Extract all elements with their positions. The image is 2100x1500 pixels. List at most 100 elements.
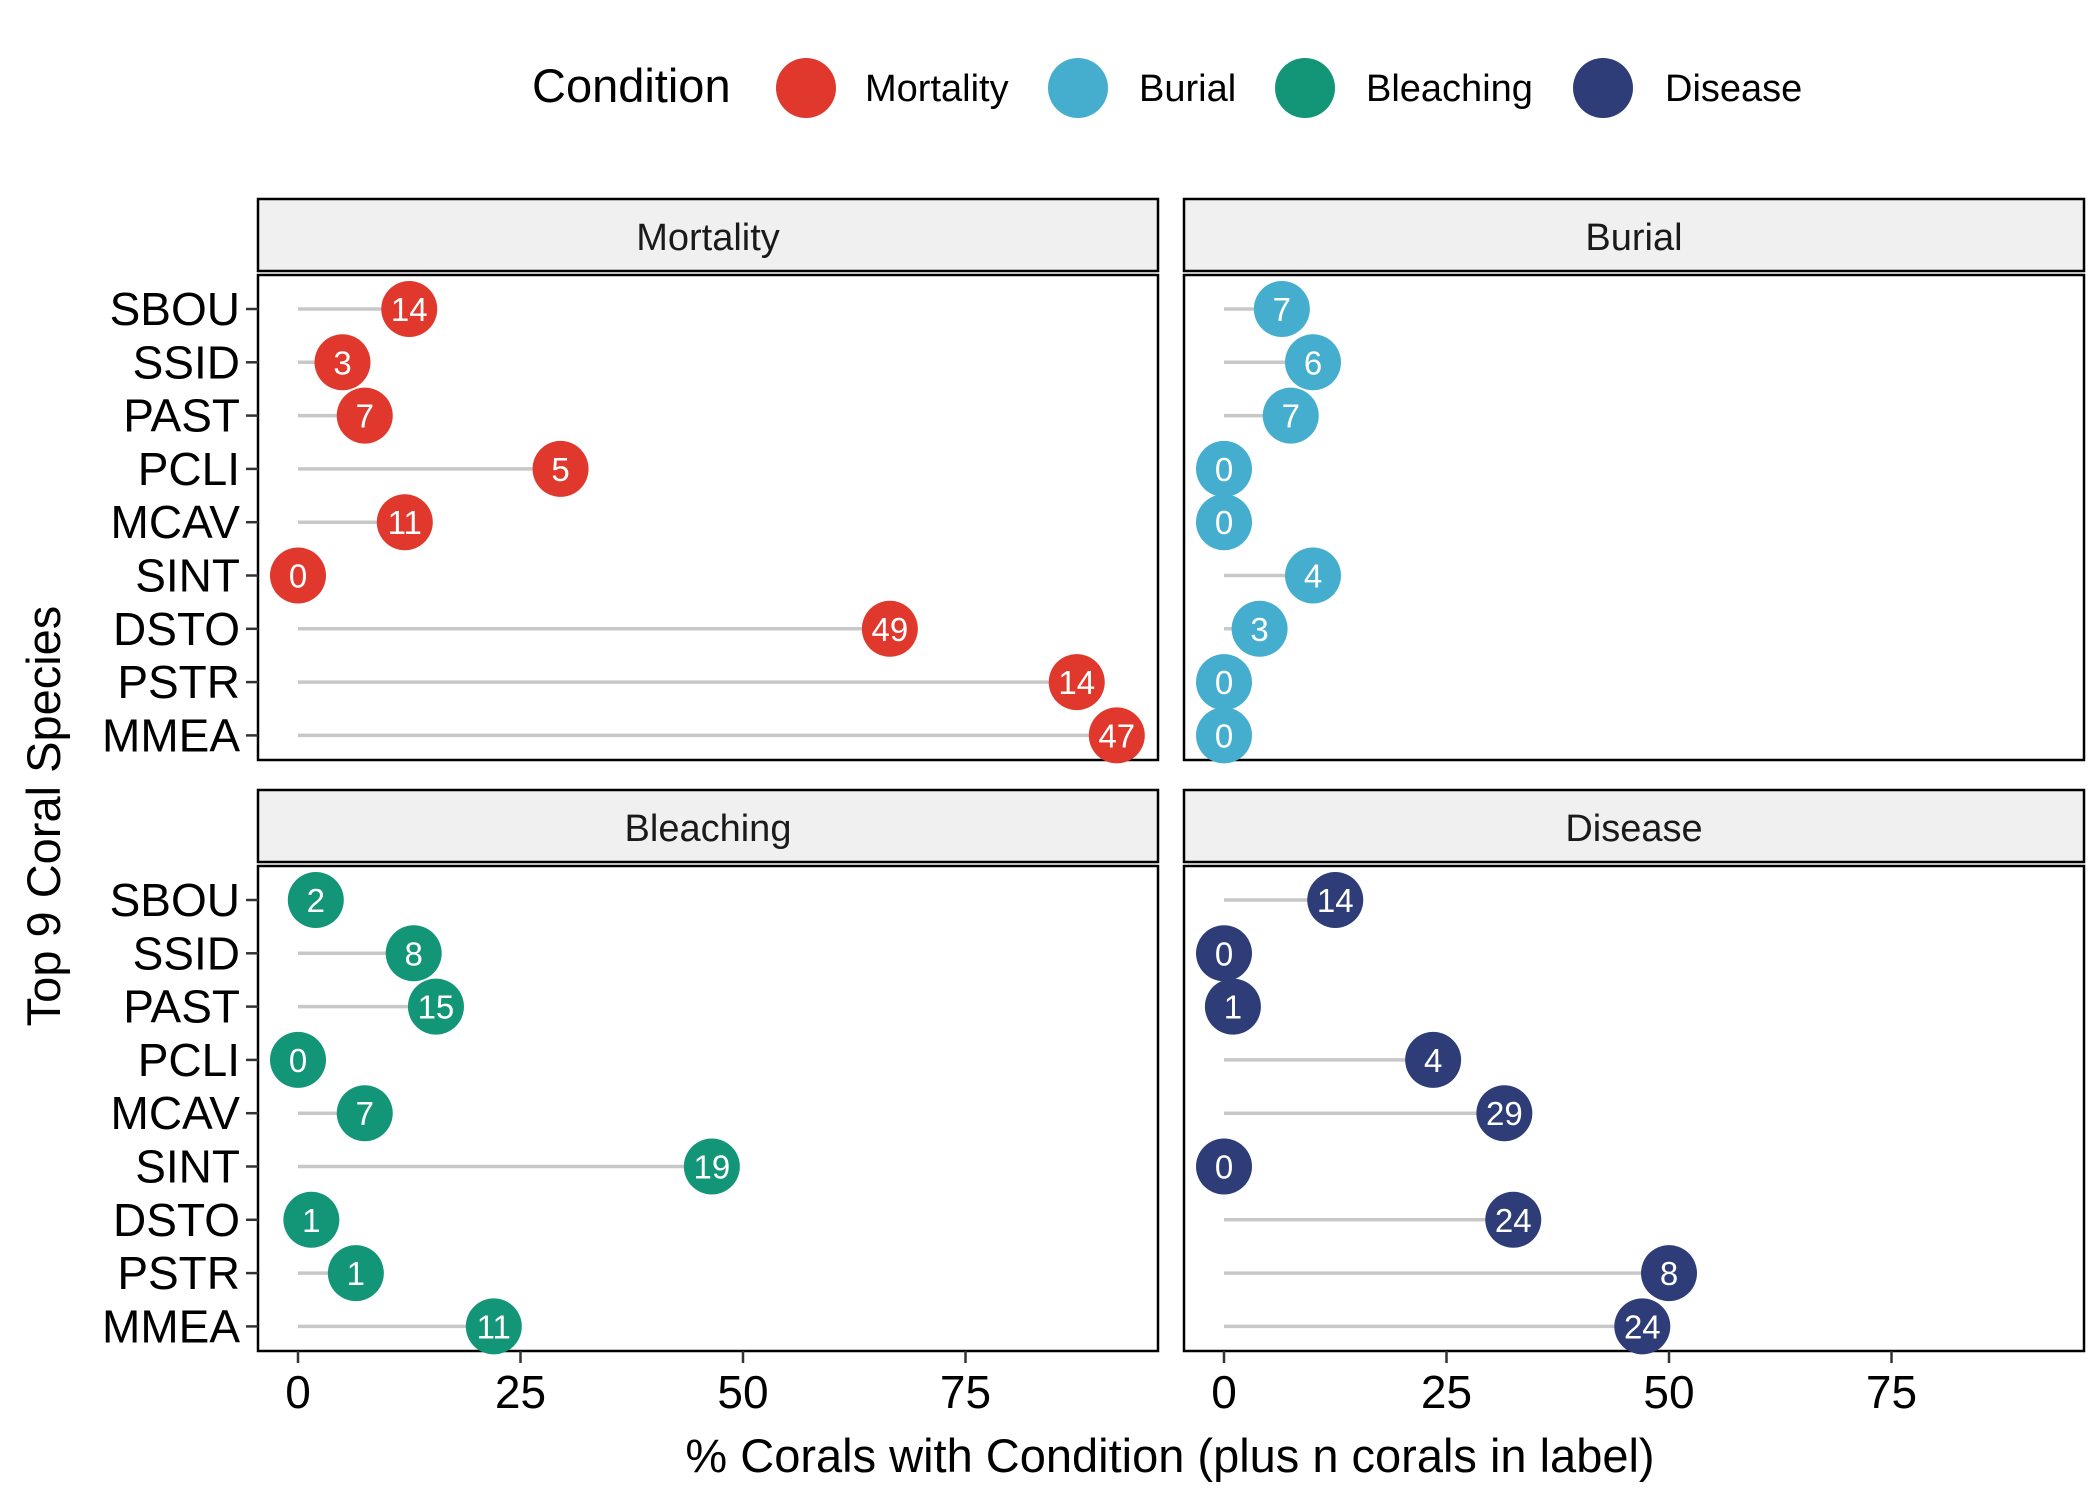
y-tick-label-dsto: DSTO [113,603,240,655]
panel-strip-label: Bleaching [625,808,792,850]
x-tick-label-50: 50 [717,1366,768,1418]
point-label-past: 7 [1282,398,1300,435]
point-label-dsto: 3 [1250,611,1268,648]
y-tick-label-dsto: DSTO [113,1194,240,1246]
y-tick-label-sbou: SBOU [110,874,240,926]
point-pcli [1196,440,1252,497]
point-label-mcav: 11 [388,504,422,541]
legend-key-bleaching [1275,58,1335,118]
point-label-ssid: 8 [405,935,423,972]
point-pstr [1641,1245,1697,1302]
panel-strip [1182,197,2086,273]
point-sbou [1253,281,1310,337]
point-label-ssid: 6 [1304,344,1322,381]
point-label-pcli: 0 [1215,451,1233,488]
x-tick-label-0: 0 [285,1366,311,1418]
x-tick-label-0: 0 [1211,1366,1237,1418]
point-label-sint: 4 [1304,558,1322,595]
point-label-dsto: 1 [302,1202,320,1239]
point-ssid [314,334,371,391]
y-tick-label-mcav: MCAV [111,496,241,548]
y-tick-label-past: PAST [123,981,240,1033]
point-past [1262,387,1319,444]
point-label-pstr: 14 [1058,664,1095,701]
point-label-mmea: 0 [1215,717,1233,754]
point-mcav [1196,494,1252,551]
panel-strip-label: Mortality [636,217,780,259]
point-label-sint: 0 [289,558,307,595]
panel-strip [1182,788,2086,864]
point-label-sbou: 7 [1273,291,1291,328]
point-label-pcli: 0 [289,1042,307,1079]
y-tick-label-pstr: PSTR [117,1247,240,1299]
point-label-dsto: 49 [871,611,908,648]
point-label-pstr: 8 [1660,1255,1678,1292]
point-label-dsto: 24 [1495,1202,1532,1239]
point-label-mmea: 11 [477,1308,511,1345]
point-label-sbou: 14 [391,291,428,328]
y-tick-label-pstr: PSTR [117,656,240,708]
x-tick-label-25: 25 [1421,1366,1472,1418]
point-label-mcav: 29 [1486,1095,1523,1132]
point-pcli [270,1031,326,1088]
legend-key-mortality [776,58,836,118]
legend-label-mortality: Mortality [865,68,1009,110]
point-sint [683,1138,740,1195]
x-tick-label-75: 75 [940,1366,991,1418]
point-dsto [1231,600,1288,657]
point-label-ssid: 3 [333,344,351,381]
y-axis-title: Top 9 Coral Species [17,606,70,1027]
point-label-mmea: 24 [1624,1308,1661,1345]
point-pstr [327,1245,384,1302]
x-tick-label-50: 50 [1643,1366,1694,1418]
point-ssid [385,925,442,982]
point-sbou [287,872,344,928]
y-tick-label-mmea: MMEA [102,1300,240,1352]
point-label-pstr: 1 [347,1255,365,1292]
point-label-sint: 0 [1215,1149,1233,1186]
point-label-pcli: 5 [551,451,569,488]
y-tick-label-sint: SINT [135,1141,240,1193]
point-past [407,978,464,1035]
legend-title: Condition [532,59,731,112]
point-dsto [1485,1191,1542,1248]
point-label-sint: 19 [693,1149,730,1186]
point-mmea [465,1298,522,1355]
panel-strip-label: Burial [1585,217,1682,259]
point-past [336,387,393,444]
panels: Mortality14375110491447Burial767004300Bl… [256,197,2086,1355]
point-sbou [1307,872,1364,928]
point-ssid [1196,925,1252,982]
point-mcav [376,494,433,551]
y-tick-label-ssid: SSID [133,336,240,388]
point-mmea [1088,707,1145,764]
legend: Condition Mortality Burial Bleaching Disease [532,58,1802,118]
point-label-sbou: 2 [307,882,325,919]
point-pcli [1405,1031,1462,1088]
x-axis-title: % Corals with Condition (plus n corals i… [685,1429,1654,1482]
point-label-ssid: 0 [1215,935,1233,972]
legend-label-disease: Disease [1665,68,1802,110]
point-mcav [336,1085,393,1142]
point-pstr [1196,654,1252,711]
legend-key-burial [1048,58,1108,118]
point-sint [270,547,326,604]
point-mmea [1196,707,1252,764]
point-ssid [1285,334,1341,391]
point-mcav [1476,1085,1533,1142]
y-tick-label-mcav: MCAV [111,1087,241,1139]
point-pstr [1048,654,1105,711]
panel-strip [256,788,1160,864]
point-pcli [532,440,589,497]
point-label-mcav: 7 [356,1095,374,1132]
panel-strip-label: Disease [1565,808,1702,850]
y-tick-label-pcli: PCLI [138,443,240,495]
point-label-pcli: 4 [1424,1042,1442,1079]
point-sint [1196,1138,1252,1195]
legend-key-disease [1573,58,1633,118]
point-label-sbou: 14 [1317,882,1354,919]
